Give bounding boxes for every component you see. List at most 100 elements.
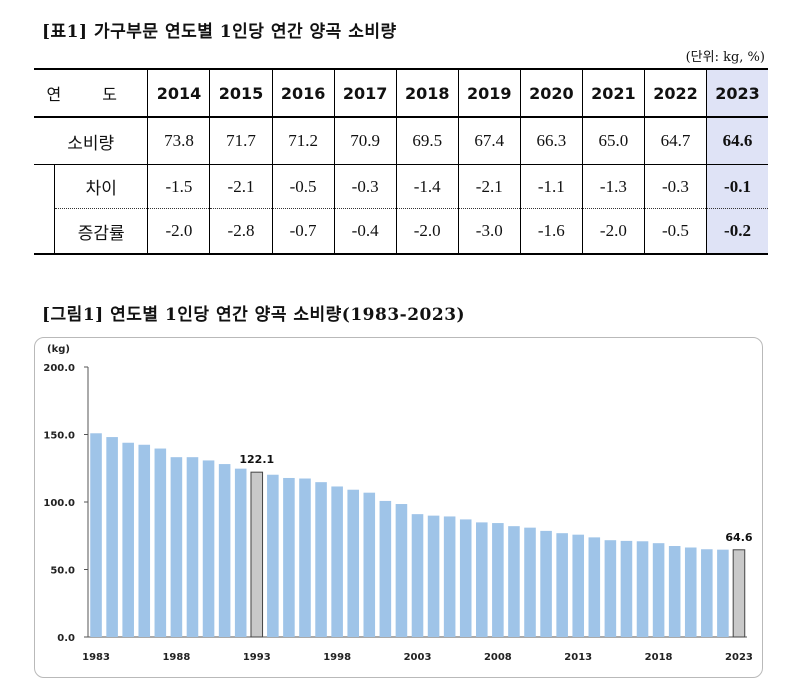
y-tick-label: 100.0 [43, 498, 75, 509]
bar [443, 516, 456, 637]
bar [540, 530, 552, 637]
table-cell: -0.3 [643, 164, 707, 209]
bar [492, 523, 504, 637]
bar [668, 546, 681, 637]
table-cell: 67.4 [457, 117, 521, 165]
bar [652, 543, 665, 637]
table-cell: 70.9 [333, 117, 397, 165]
x-tick-label: 2003 [404, 652, 432, 663]
table-cell: 64.7 [643, 117, 707, 165]
x-tick-label: 1993 [243, 652, 271, 663]
table-cell: -0.4 [333, 208, 397, 255]
bar [636, 541, 649, 637]
table-cell: 71.2 [271, 117, 335, 165]
y-tick-label: 0.0 [57, 633, 75, 644]
table-cell: -2.0 [395, 208, 459, 255]
year-col: 2020 [519, 68, 583, 118]
table-unit: (단위: kg, %) [685, 50, 765, 65]
x-tick-label: 2023 [725, 652, 753, 663]
table-cell: -1.1 [519, 164, 583, 209]
bar [299, 478, 311, 637]
bar [395, 504, 408, 637]
table-cell: -2.8 [209, 208, 273, 255]
bar [604, 540, 617, 637]
table-cell: -1.6 [519, 208, 583, 255]
year-col: 2018 [395, 68, 459, 118]
row-label: 소비량 [34, 117, 148, 165]
bar [138, 444, 151, 637]
year-col: 2014 [147, 68, 210, 118]
table-cell: 65.0 [581, 117, 645, 165]
bar-chart: (kg) 0.0 50.0 100.0 150.0 200.0 1983 1988 1993 19… [43, 344, 753, 663]
bar [154, 448, 167, 637]
x-tick-label: 2018 [645, 652, 673, 663]
table-cell-highlight: -0.2 [705, 208, 768, 255]
bar [717, 549, 729, 637]
y-tick-label: 200.0 [43, 363, 75, 374]
table-cell: -2.1 [457, 164, 521, 209]
bar [508, 526, 520, 637]
year-col: 2022 [643, 68, 707, 118]
row-label: 증감률 [53, 208, 148, 255]
year-col: 2016 [271, 68, 335, 118]
chart-panel: (kg) 0.0 50.0 100.0 150.0 200.0 1983 1988 1993 19… [34, 337, 763, 678]
bar [267, 474, 279, 637]
bar [122, 442, 134, 637]
year-col: 2015 [209, 68, 273, 118]
bar [684, 547, 697, 637]
bar [283, 477, 295, 637]
table-cell: 66.3 [519, 117, 583, 165]
x-tick-label: 1983 [82, 652, 110, 663]
year-col: 2021 [581, 68, 645, 118]
table-cell-highlight: 64.6 [705, 117, 768, 165]
bar-highlight [732, 549, 746, 638]
y-axis-label: (kg) [47, 344, 70, 355]
bar [170, 457, 183, 637]
bar [572, 534, 585, 637]
bar [459, 519, 472, 637]
bar-highlight [250, 471, 264, 638]
x-tick-label: 1988 [162, 652, 190, 663]
bar [588, 537, 601, 637]
table-cell: -1.3 [581, 164, 645, 209]
table-cell: -0.5 [643, 208, 707, 255]
table-cell: -0.7 [271, 208, 335, 255]
bar [347, 489, 359, 637]
bar [379, 500, 392, 637]
bar [106, 437, 118, 637]
row-label: 차이 [53, 164, 148, 209]
bar [218, 464, 231, 637]
bar [524, 527, 536, 637]
table-cell: -2.0 [581, 208, 645, 255]
bar [234, 468, 247, 637]
bar [411, 514, 424, 637]
bar [90, 433, 102, 637]
consumption-table: 연 도 2014 2015 2016 2017 2018 2019 2020 2… [34, 68, 768, 255]
table-cell: 69.5 [395, 117, 459, 165]
table-cell: 73.8 [147, 117, 210, 165]
year-header-label: 연 도 [34, 68, 148, 118]
bar [476, 522, 488, 637]
table-cell: -2.0 [147, 208, 210, 255]
table-cell: -1.4 [395, 164, 459, 209]
bar [202, 460, 215, 637]
year-col-highlight: 2023 [705, 68, 768, 118]
bar [315, 482, 327, 637]
data-label: 64.6 [725, 531, 752, 544]
bar [701, 549, 713, 637]
table-cell: 71.7 [209, 117, 273, 165]
y-tick-label: 150.0 [43, 431, 75, 442]
data-label: 122.1 [239, 453, 274, 466]
bar [427, 515, 440, 637]
table-cell: -0.3 [333, 164, 397, 209]
table-cell: -0.5 [271, 164, 335, 209]
table-cell: -1.5 [147, 164, 210, 209]
bar [620, 540, 633, 637]
table-cell-highlight: -0.1 [705, 164, 768, 209]
table-row: 차이 -1.5 -2.1 -0.5 -0.3 -1.4 -2.1 -1.1 -1… [34, 164, 768, 209]
year-col: 2017 [333, 68, 397, 118]
x-tick-label: 2008 [484, 652, 512, 663]
header-row: 연 도 2014 2015 2016 2017 2018 2019 2020 2… [34, 68, 768, 118]
x-tick-label: 1998 [323, 652, 351, 663]
y-tick-label: 50.0 [50, 566, 75, 577]
